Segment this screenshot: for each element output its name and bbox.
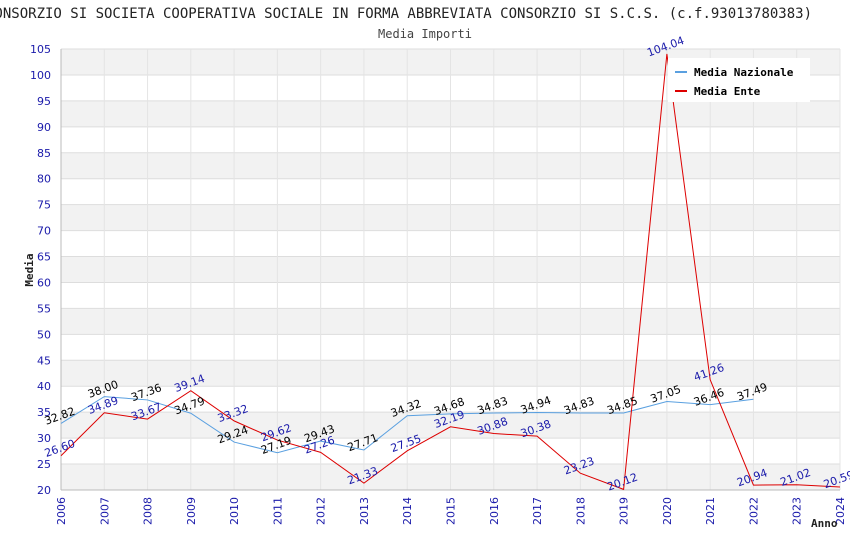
y-tick-label: 45 [37,354,51,367]
x-tick-label: 2011 [271,497,284,525]
chart-title: CONSORZIO SI SOCIETA COOPERATIVA SOCIALE… [0,6,850,22]
x-tick-label: 2021 [704,497,717,525]
legend-entry: Media Nazionale [694,66,794,79]
x-tick-label: 2024 [834,497,847,525]
x-tick-label: 2020 [661,497,674,525]
x-tick-label: 2017 [531,497,544,525]
x-tick-label: 2009 [185,497,198,525]
x-tick-label: 2018 [574,497,587,525]
x-tick-label: 2010 [228,497,241,525]
y-tick-label: 60 [37,276,51,289]
y-tick-label: 80 [37,173,51,186]
chart-title-text: CONSORZIO SI SOCIETA COOPERATIVA SOCIALE… [0,6,813,22]
x-tick-label: 2013 [358,497,371,525]
x-tick-label: 2014 [401,497,414,525]
series-line-1 [60,53,841,491]
y-tick-label: 95 [37,95,51,108]
y-tick-label: 85 [37,147,51,160]
x-tick-labels: 2006 2007 2008 2009 2010 2011 2012 2013 2014 2015… [55,497,847,525]
x-tick-label: 2012 [315,497,328,525]
x-tick-label: 2016 [488,497,501,525]
y-tick-labels: 20 25 30 35 40 45 50 55 60 65 70 75 80 85 90 95 100 105 [30,43,51,497]
legend: Media Nazionale Media Ente [668,58,810,102]
y-tick-label: 35 [37,406,51,419]
y-tick-label: 100 [30,69,51,82]
y-tick-label: 20 [37,484,51,497]
y-tick-label: 30 [37,432,51,445]
y-axis-title: Media [23,253,36,286]
chart-subtitle: Media Importi [378,27,472,41]
x-tick-label: 2019 [618,497,631,525]
x-axis-title: Anno [811,517,838,530]
y-tick-label: 90 [37,121,51,134]
legend-entry: Media Ente [694,85,761,98]
y-tick-label: 25 [37,458,51,471]
x-tick-label: 2006 [55,497,68,525]
x-tick-label: 2022 [747,497,760,525]
y-tick-label: 105 [30,43,51,56]
series-line-0 [60,396,754,454]
y-tick-label: 75 [37,199,51,212]
y-tick-label: 70 [37,225,51,238]
y-tick-label: 40 [37,380,51,393]
legend-box [668,58,810,102]
y-tick-label: 50 [37,328,51,341]
axes [60,49,840,491]
x-tick-label: 2007 [98,497,111,525]
y-tick-label: 55 [37,302,51,315]
series-lines [60,53,841,491]
x-tick-label: 2015 [445,497,458,525]
x-tick-label: 2008 [142,497,155,525]
y-tick-label: 65 [37,251,51,264]
x-tick-label: 2023 [791,497,804,525]
x-gridlines [60,49,841,490]
